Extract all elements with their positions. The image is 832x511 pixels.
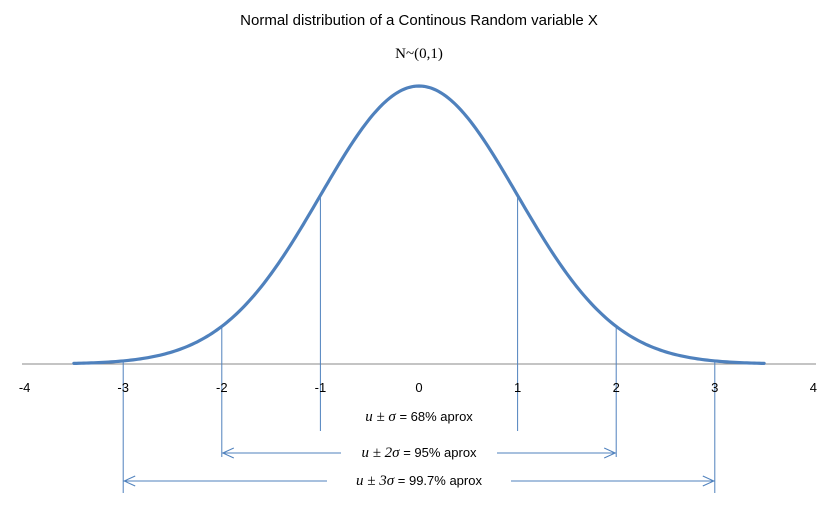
sigma-annotation-label: u ± 2σ = 95% aprox	[361, 445, 477, 461]
arrowhead-left	[122, 475, 136, 487]
chart-title: Normal distribution of a Continous Rando…	[240, 12, 598, 29]
x-tick-label: -2	[216, 380, 228, 395]
arrowhead-left	[221, 447, 235, 459]
x-tick-label: -3	[117, 380, 129, 395]
arrowhead-right	[702, 475, 716, 487]
x-tick-label: -1	[315, 380, 327, 395]
x-tick-label: 3	[711, 380, 718, 395]
chart-subtitle: N~(0,1)	[395, 46, 443, 62]
x-tick-label: 2	[613, 380, 620, 395]
sigma-annotation-label: u ± 3σ = 99.7% aprox	[356, 473, 482, 489]
x-tick-label: 4	[810, 380, 817, 395]
x-tick-label: 0	[415, 380, 422, 395]
density-curve	[72, 84, 766, 365]
sigma-annotation-label: u ± σ = 68% aprox	[365, 409, 473, 425]
sigma-guide-lines	[122, 195, 716, 493]
sigma-annotations: u ± σ = 68% aprox u ± 2σ = 95% aprox u ± 3…	[122, 409, 716, 489]
x-tick-labels: -4 -3 -2 -1 0 1 2 3 4	[19, 380, 817, 395]
x-tick-label: 1	[514, 380, 521, 395]
arrowhead-right	[603, 447, 617, 459]
x-tick-label: -4	[19, 380, 31, 395]
